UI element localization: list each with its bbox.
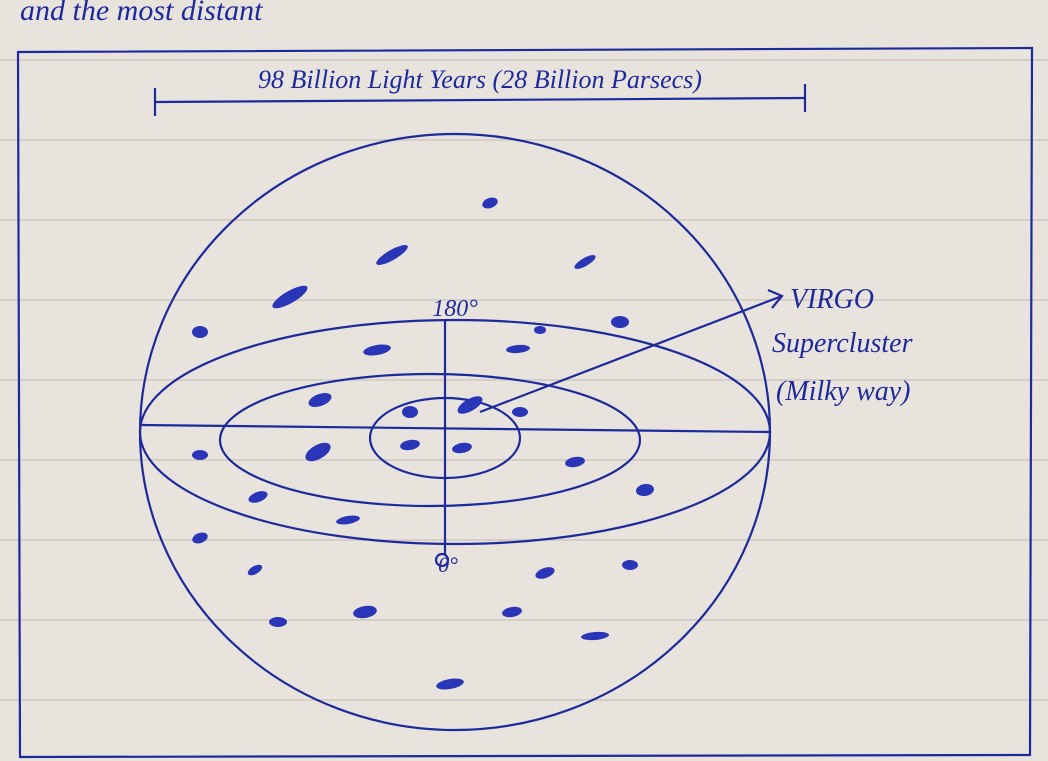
callout-line: VIRGO [790, 284, 874, 315]
galaxy [269, 617, 287, 627]
scale-label: 98 Billion Light Years (28 Billion Parse… [258, 65, 702, 94]
header-text: and the most distant [20, 0, 263, 27]
galaxy [192, 326, 208, 338]
page: and the most distant 98 Billion Light Ye… [0, 0, 1048, 761]
label-bottom: 0° [438, 552, 458, 577]
diagram: and the most distant 98 Billion Light Ye… [0, 0, 1048, 761]
galaxy [192, 450, 208, 460]
callout-line: (Milky way) [776, 376, 911, 407]
galaxy [512, 407, 528, 417]
callout-line: Supercluster [772, 328, 913, 359]
galaxy [622, 560, 638, 570]
label-top: 180° [432, 296, 478, 322]
galaxy [534, 326, 546, 334]
galaxy [611, 316, 629, 328]
galaxy [402, 406, 418, 418]
